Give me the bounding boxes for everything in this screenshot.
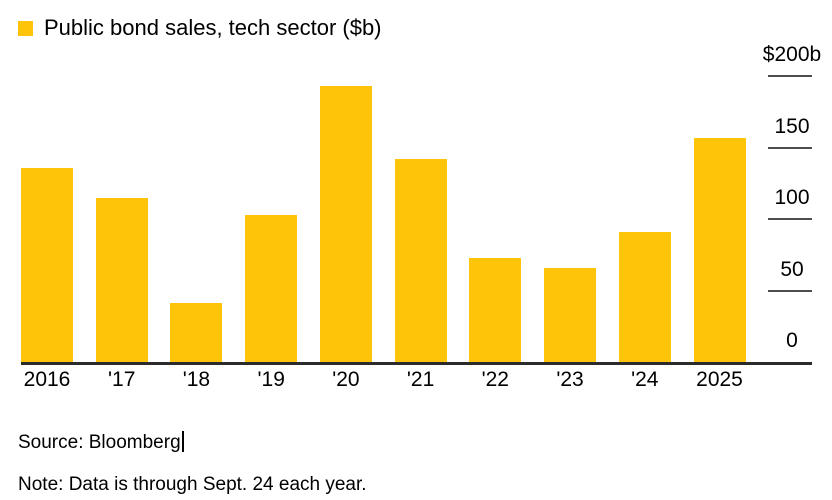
x-axis-label-21: '21: [406, 368, 435, 391]
bar-24: [618, 231, 671, 362]
x-axis-label-17: '17: [108, 368, 136, 391]
x-axis-label-23: '23: [556, 368, 584, 391]
x-axis-label-18: '18: [182, 368, 211, 391]
x-axis-label-22: '22: [481, 368, 509, 391]
legend-label: Public bond sales, tech sector ($b): [44, 15, 382, 40]
note-text: Note: Data is through Sept. 24 each year…: [18, 474, 367, 495]
bar-21: [394, 158, 447, 362]
x-axis-label-20: '20: [332, 368, 360, 391]
bar-18: [170, 303, 223, 362]
bar-2025: [693, 137, 746, 362]
bar-20: [319, 86, 372, 362]
bar-23: [544, 267, 596, 362]
y-axis-tick-150: [768, 146, 812, 149]
x-axis-label-2016: 2016: [23, 368, 71, 391]
y-axis-label-150: 150: [774, 114, 810, 138]
y-axis-tick-50: [768, 289, 812, 292]
y-axis-label-200: $200b: [762, 43, 822, 66]
x-axis-line: [21, 362, 812, 365]
y-axis-tick-200: [768, 75, 812, 77]
y-axis-label-100: 100: [774, 186, 810, 209]
text-caret: [181, 431, 184, 452]
x-axis-label-24: '24: [631, 368, 659, 391]
x-axis-label-19: '19: [257, 368, 285, 391]
bar-19: [245, 214, 298, 362]
source-label: Source: Bloomberg: [18, 432, 181, 453]
legend: Public bond sales, tech sector ($b): [18, 15, 382, 41]
legend-swatch: [18, 20, 33, 36]
bar-2016: [21, 167, 73, 362]
y-axis-tick-100: [768, 218, 812, 220]
y-axis-label-0: 0: [786, 329, 798, 352]
source-text[interactable]: Source: Bloomberg: [18, 431, 184, 455]
x-axis-label-2025: 2025: [696, 368, 743, 391]
bar-22: [469, 257, 522, 362]
bar-17: [95, 197, 148, 362]
y-axis-label-50: 50: [780, 257, 804, 281]
